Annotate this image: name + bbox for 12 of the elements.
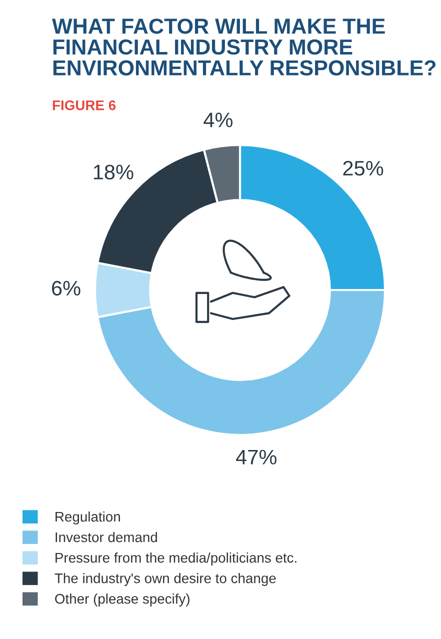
chart-subtitle: FIGURE 6	[52, 100, 116, 110]
legend-label: Regulation	[56, 511, 120, 524]
legend-label: Investor demand	[56, 532, 158, 542]
data-label: 6%	[52, 280, 80, 296]
legend-label: Other (please specify)	[55, 594, 190, 606]
data-label: 25%	[343, 160, 384, 176]
legend-label: Pressure from the media/politicians etc.	[56, 552, 296, 566]
legend-label: The industry's own desire to change	[54, 573, 276, 586]
data-label: 4%	[204, 112, 233, 128]
data-label: 47%	[236, 450, 276, 464]
chart-title: WHAT FACTOR WILL MAKE THE FINANCIAL INDUSTRY MORE ENVIRONMENTALLY RESPONSIBLE?	[52, 18, 436, 76]
data-label: 18%	[94, 164, 134, 180]
